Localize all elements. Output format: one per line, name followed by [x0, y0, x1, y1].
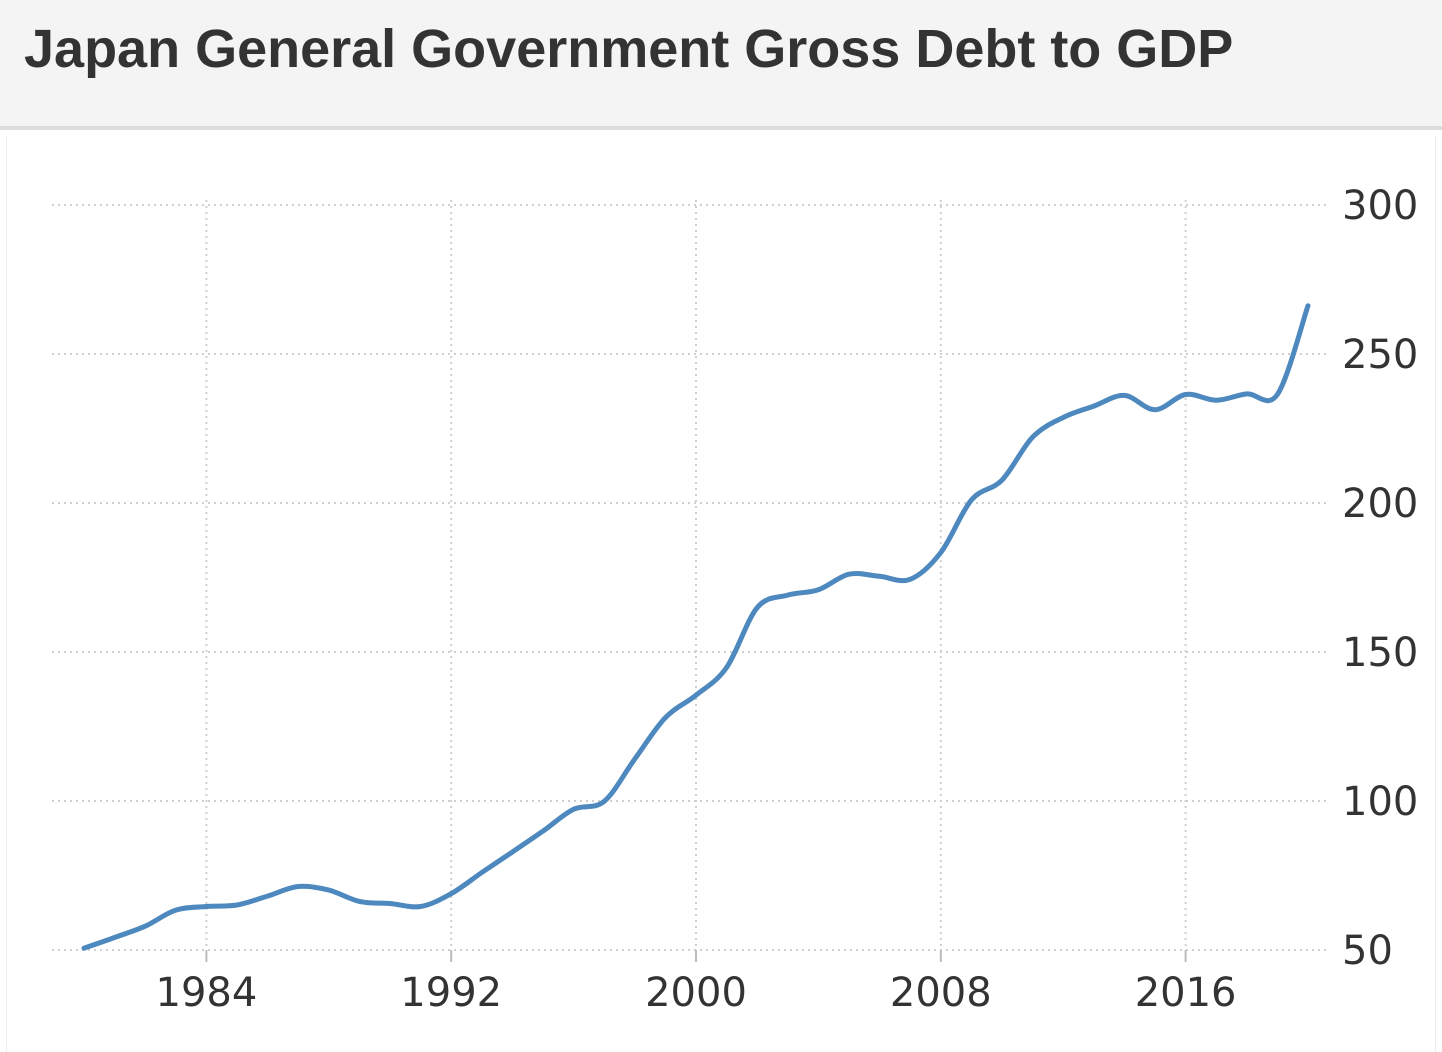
y-tick-label: 50 [1342, 928, 1393, 974]
chart-title: Japan General Government Gross Debt to G… [24, 19, 1234, 79]
x-tick-label: 2016 [1135, 970, 1237, 1016]
chart-header: Japan General Government Gross Debt to G… [0, 0, 1442, 130]
y-tick-label: 100 [1342, 779, 1418, 825]
x-tick-label: 1984 [156, 970, 258, 1016]
y-tick-label: 200 [1342, 481, 1418, 527]
x-tick-label: 1992 [400, 970, 502, 1016]
debt-series-line [81, 303, 1311, 951]
y-tick-label: 150 [1342, 630, 1418, 676]
chart-panel [6, 136, 1436, 1052]
y-tick-label: 300 [1342, 183, 1418, 229]
x-tick-label: 2008 [890, 970, 992, 1016]
chart-grid [52, 200, 1328, 962]
y-tick-label: 250 [1342, 332, 1418, 378]
x-tick-label: 2000 [645, 970, 747, 1016]
y-axis-labels: 300 250 200 150 100 50 [1342, 183, 1418, 974]
x-axis-labels: 1984 1992 2000 2008 2016 [156, 970, 1237, 1016]
chart-series [81, 303, 1311, 951]
